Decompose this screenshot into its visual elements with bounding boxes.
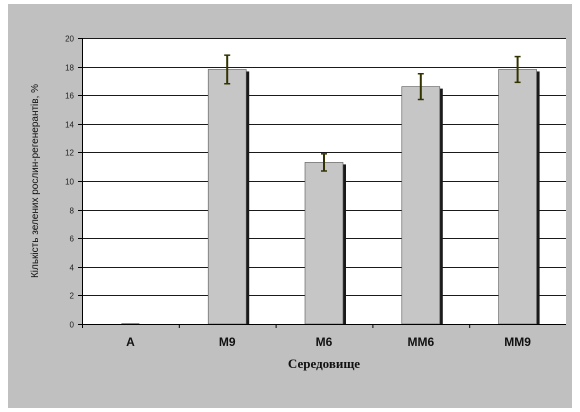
x-category-label-MM6: MM6 [407, 335, 434, 349]
y-axis-title: Кількість зелених рослин-регенерантів, % [30, 84, 41, 278]
y-tick-label-14: 14 [65, 121, 74, 130]
y-tick-label-6: 6 [70, 235, 75, 244]
chart-frame: 0 2 4 6 8 10 12 14 16 18 20 A M9 M6 MM6 MM9 Кількість … [8, 4, 572, 408]
x-axis-title: Середовище [288, 356, 360, 371]
bar-M6 [304, 162, 344, 325]
y-tick-label-18: 18 [65, 64, 74, 73]
bars [121, 54, 540, 325]
x-category-labels: A M9 M6 MM6 MM9 [126, 335, 531, 349]
y-tick-label-16: 16 [65, 92, 74, 101]
y-tick-label-4: 4 [70, 264, 75, 273]
x-category-label-M9: M9 [219, 335, 236, 349]
x-category-label-MM9: MM9 [504, 335, 531, 349]
bar-MM6 [401, 86, 441, 325]
bar-M9 [207, 69, 247, 325]
y-tick-label-10: 10 [65, 178, 74, 187]
y-tick-label-8: 8 [70, 207, 75, 216]
y-tick-label-12: 12 [65, 149, 74, 158]
y-tick-labels: 0 2 4 6 8 10 12 14 16 18 20 [65, 35, 74, 330]
y-tick-label-0: 0 [70, 321, 75, 330]
x-category-label-M6: M6 [316, 335, 333, 349]
bar-chart: 0 2 4 6 8 10 12 14 16 18 20 A M9 M6 MM6 MM9 Кількість … [30, 35, 566, 371]
bar-MM9 [498, 69, 537, 325]
y-tick-label-20: 20 [65, 35, 74, 44]
x-category-label-A: A [126, 335, 135, 349]
axes [82, 38, 566, 328]
y-tick-label-2: 2 [70, 292, 75, 301]
